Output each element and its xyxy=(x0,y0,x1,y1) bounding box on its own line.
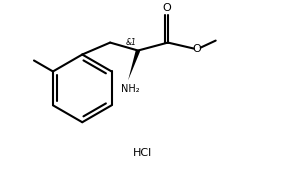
Polygon shape xyxy=(128,50,140,80)
Text: &1: &1 xyxy=(126,38,137,47)
Text: HCl: HCl xyxy=(132,148,152,158)
Text: O: O xyxy=(192,44,201,54)
Text: O: O xyxy=(162,3,171,13)
Text: NH₂: NH₂ xyxy=(121,84,140,94)
